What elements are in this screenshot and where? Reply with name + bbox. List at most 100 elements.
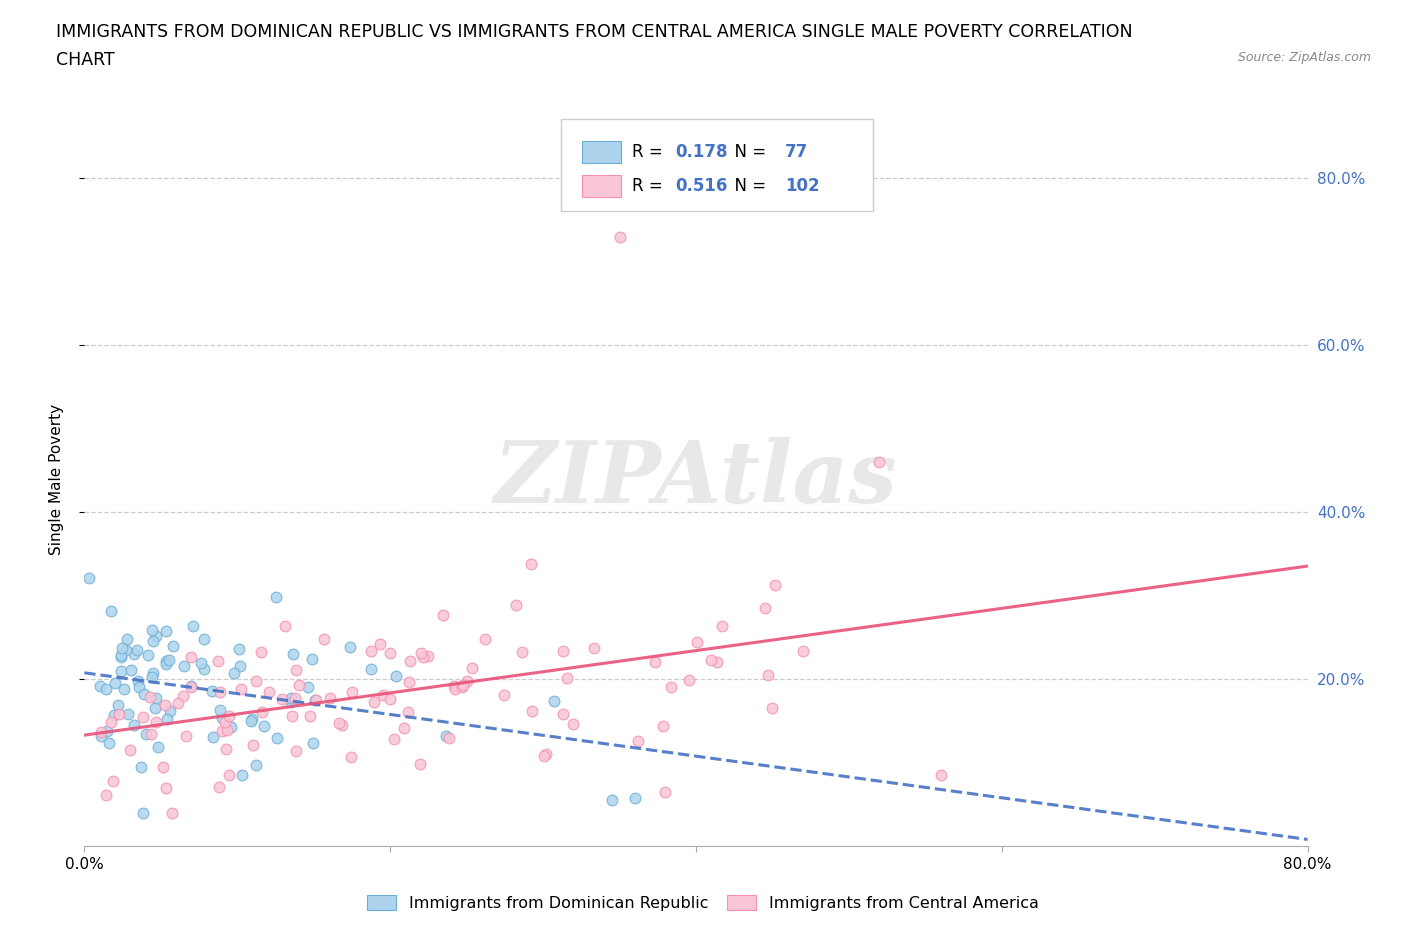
Point [533, 749, 555, 764]
Point [127, 674, 149, 689]
Point [328, 716, 350, 731]
Point [396, 704, 419, 719]
Point [627, 733, 650, 748]
Point [141, 622, 163, 637]
Point [231, 682, 253, 697]
Point [155, 623, 177, 638]
Point [600, 793, 623, 808]
Point [305, 693, 328, 708]
Text: 0.178: 0.178 [675, 143, 728, 161]
Point [285, 662, 308, 677]
Point [398, 674, 420, 689]
Point [408, 756, 430, 771]
Point [240, 713, 263, 728]
Text: 102: 102 [786, 177, 820, 194]
Point [360, 661, 382, 676]
Point [110, 663, 132, 678]
Point [437, 730, 460, 745]
Point [111, 641, 134, 656]
Point [432, 607, 454, 622]
Point [101, 774, 124, 789]
Point [160, 805, 183, 820]
Point [156, 711, 179, 726]
Point [128, 680, 150, 695]
Point [582, 641, 605, 656]
Point [142, 634, 165, 649]
Point [209, 703, 232, 718]
Point [141, 669, 163, 684]
Point [284, 691, 307, 706]
Point [114, 643, 136, 658]
Point [211, 724, 233, 738]
Point [761, 700, 783, 715]
Point [115, 631, 138, 646]
Point [173, 658, 195, 673]
Point [651, 719, 673, 734]
Text: ZIPAtlas: ZIPAtlas [494, 437, 898, 521]
Point [551, 644, 574, 658]
Point [288, 677, 311, 692]
Point [152, 760, 174, 775]
Point [96, 724, 118, 739]
Point [266, 730, 288, 745]
Point [444, 682, 467, 697]
Point [360, 644, 382, 658]
Point [543, 694, 565, 709]
Point [250, 705, 273, 720]
Point [273, 618, 295, 633]
Point [756, 668, 779, 683]
Point [231, 768, 253, 783]
Point [380, 645, 402, 660]
Point [211, 711, 233, 725]
Point [122, 718, 145, 733]
Point [678, 672, 700, 687]
Point [271, 691, 294, 706]
Point [392, 721, 415, 736]
Point [399, 654, 422, 669]
Point [112, 682, 135, 697]
Point [494, 687, 516, 702]
Point [245, 758, 267, 773]
Point [180, 680, 202, 695]
Point [94, 682, 117, 697]
Point [298, 708, 321, 723]
Point [240, 711, 263, 726]
Point [103, 708, 125, 723]
Point [280, 695, 302, 710]
Point [302, 736, 325, 751]
Point [193, 661, 215, 676]
Point [148, 740, 170, 755]
Bar [582, 140, 621, 163]
Point [869, 455, 891, 470]
Point [283, 646, 305, 661]
Point [754, 600, 776, 615]
Point [120, 662, 142, 677]
Point [609, 230, 631, 245]
Point [371, 687, 394, 702]
Point [145, 629, 167, 644]
Point [510, 644, 533, 659]
Point [330, 717, 353, 732]
Point [443, 679, 465, 694]
Point [264, 590, 287, 604]
Point [451, 677, 474, 692]
Point [208, 779, 231, 794]
Point [245, 673, 267, 688]
Point [384, 732, 406, 747]
Point [132, 686, 155, 701]
Y-axis label: Single Male Poverty: Single Male Poverty [49, 404, 63, 554]
Point [155, 654, 177, 669]
Point [253, 718, 276, 733]
Point [217, 723, 239, 737]
Point [461, 660, 484, 675]
Text: Source: ZipAtlas.com: Source: ZipAtlas.com [1237, 51, 1371, 64]
Point [110, 647, 132, 662]
Point [159, 703, 181, 718]
Point [363, 694, 385, 709]
Point [132, 710, 155, 724]
Point [90, 724, 112, 739]
Point [222, 666, 245, 681]
Point [162, 638, 184, 653]
Point [155, 780, 177, 795]
Point [319, 690, 342, 705]
